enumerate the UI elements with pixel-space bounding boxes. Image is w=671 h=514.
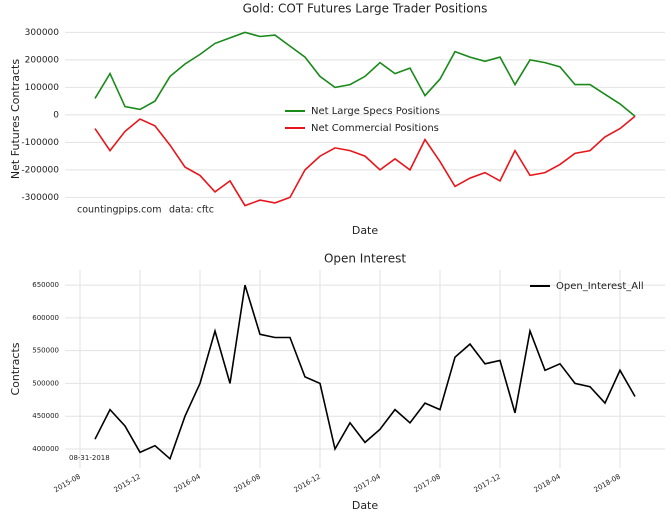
legend-label: Net Commercial Positions	[311, 123, 439, 134]
y-tick-label: 500000	[32, 379, 59, 387]
data-line	[94, 115, 636, 207]
y-tick-label: 400000	[32, 445, 59, 453]
y-tick-label: 600000	[32, 314, 59, 322]
x-tick-label: 2018-08	[593, 473, 622, 495]
x-tick-label: 2016-08	[233, 473, 262, 495]
annotation: 08-31-2018	[69, 454, 110, 462]
annotation: data: cftc	[169, 205, 214, 216]
x-axis-label: Date	[352, 499, 379, 512]
x-tick-label: 2015-12	[113, 473, 142, 495]
y-tick-label: 650000	[32, 281, 59, 289]
y-tick-label: 200000	[25, 55, 60, 65]
plot-area	[65, 270, 665, 468]
y-axis-label: Net Futures Contracts	[9, 59, 22, 179]
chart-title: Open Interest	[324, 252, 406, 266]
legend-label: Open_Interest_All	[556, 281, 644, 292]
y-tick-label: -300000	[21, 193, 59, 203]
y-tick-label: 100000	[25, 83, 60, 93]
plot-area	[65, 20, 665, 218]
x-tick-label: 2017-12	[473, 473, 502, 495]
data-line	[94, 31, 636, 117]
x-tick-label: 2016-12	[293, 473, 322, 495]
y-tick-label: 0	[53, 110, 59, 120]
x-tick-label: 2017-04	[353, 472, 383, 494]
annotation: countingpips.com	[77, 205, 161, 216]
y-tick-label: 450000	[32, 412, 59, 420]
y-tick-label: 300000	[25, 28, 60, 38]
x-axis-label: Date	[352, 224, 379, 237]
y-axis-label: Contracts	[9, 342, 22, 395]
y-tick-label: -100000	[21, 138, 59, 148]
x-tick-label: 2017-08	[413, 473, 442, 495]
legend-label: Net Large Specs Positions	[311, 106, 440, 117]
y-tick-label: 550000	[32, 347, 59, 355]
y-tick-label: -200000	[21, 165, 59, 175]
x-tick-label: 2016-04	[173, 472, 203, 494]
data-line	[94, 284, 636, 461]
x-tick-label: 2018-04	[533, 472, 563, 494]
chart-title: Gold: COT Futures Large Trader Positions	[243, 2, 488, 16]
x-tick-label: 2015-08	[53, 473, 82, 495]
